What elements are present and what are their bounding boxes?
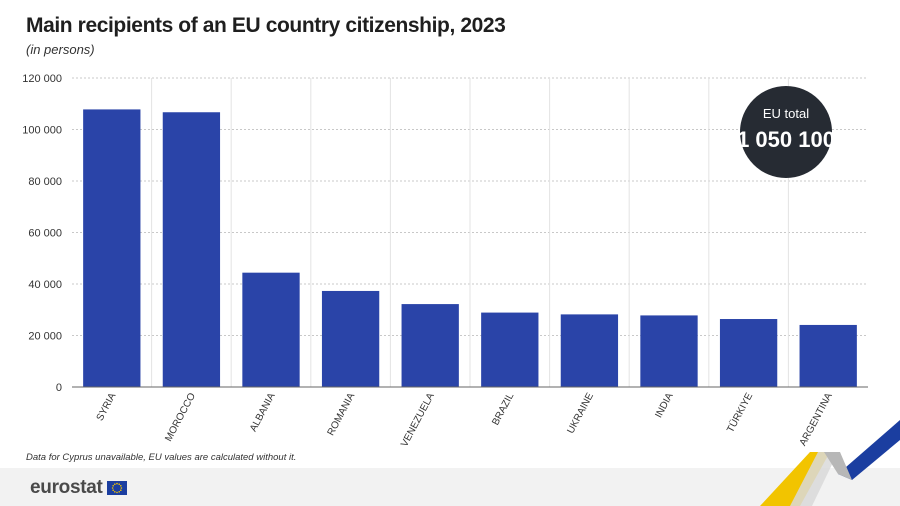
ribbon-grey <box>790 452 838 506</box>
bar-syria <box>83 109 141 387</box>
bar-ukraine <box>560 314 619 387</box>
y-axis-ticks: 0 20 000 40 000 60 000 80 000 100 000 120 000 <box>22 73 62 394</box>
bar-argentina <box>799 324 857 387</box>
chart-subtitle: (in persons) <box>26 42 95 57</box>
footnote: Data for Cyprus unavailable, EU values a… <box>26 452 297 463</box>
y-tick-label: 20 000 <box>28 331 62 343</box>
y-tick-label: 100 000 <box>22 125 62 137</box>
badge-value: 1 050 100 <box>737 127 835 152</box>
chart-title: Main recipients of an EU country citizen… <box>26 14 506 37</box>
ribbon-fold <box>824 452 852 480</box>
y-tick-label: 40 000 <box>28 279 62 291</box>
bars <box>83 109 857 387</box>
bar-türkiye <box>719 319 778 387</box>
y-tick-label: 0 <box>56 382 62 394</box>
y-tick-label: 60 000 <box>28 228 62 240</box>
ribbon-blue <box>838 420 900 480</box>
eurostat-logo: eurostat <box>30 477 127 499</box>
logo-text: eurostat <box>30 477 103 498</box>
bar-morocco <box>162 112 221 387</box>
bar-brazil <box>481 312 539 387</box>
eu-total-badge: EU total 1 050 100 <box>737 86 835 178</box>
bar-india <box>640 315 698 387</box>
bar-romania <box>321 290 380 387</box>
y-tick-label: 80 000 <box>28 176 62 188</box>
badge-label: EU total <box>763 106 809 121</box>
bar-venezuela <box>401 304 459 387</box>
footer-band <box>0 468 900 506</box>
y-tick-label: 120 000 <box>22 73 62 85</box>
badge-circle <box>740 86 832 178</box>
bar-albania <box>242 272 300 387</box>
eu-flag-icon <box>106 481 127 495</box>
